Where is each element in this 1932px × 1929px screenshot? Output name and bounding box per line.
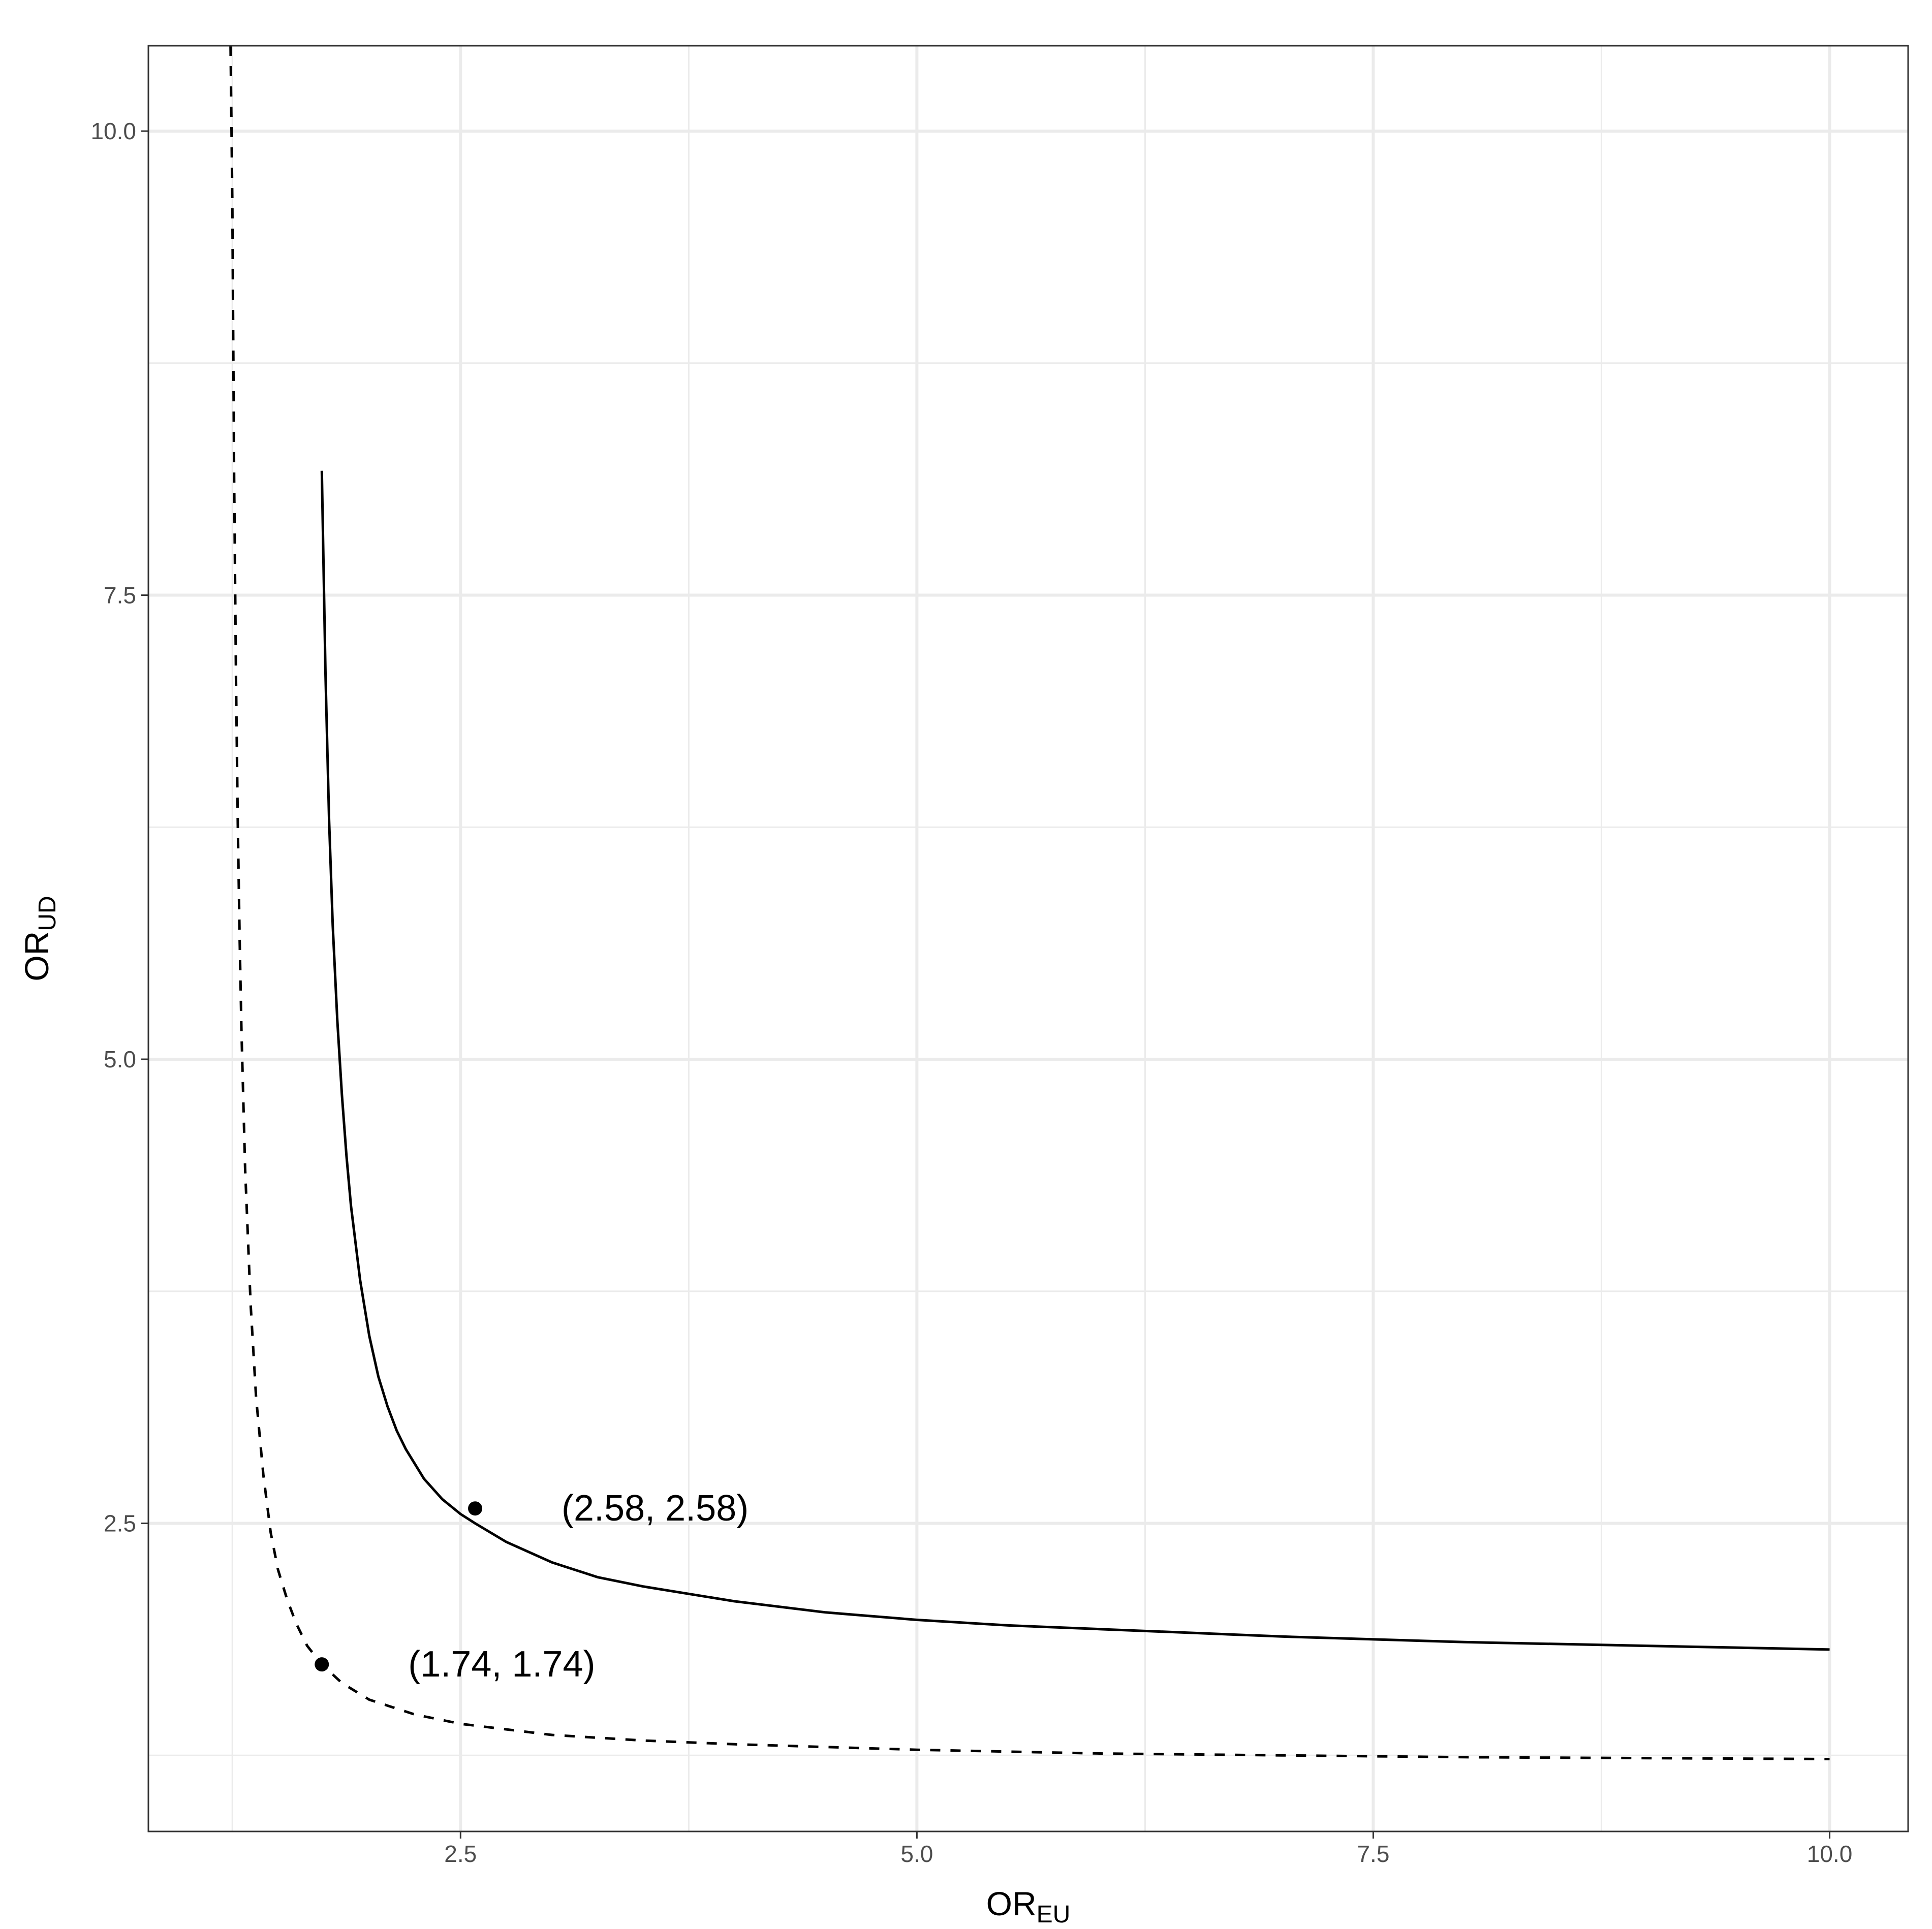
minor-grid bbox=[148, 46, 1908, 1831]
point-annotation: (1.74, 1.74) bbox=[408, 1644, 595, 1685]
x-axis-title-main: OR bbox=[986, 1885, 1037, 1922]
ticks-layer: 2.5 5.0 7.5 10.0 2.5 5.0 7.5 10.0 bbox=[90, 118, 1852, 1867]
y-tick-label: 10.0 bbox=[90, 118, 136, 144]
x-tick-label: 10.0 bbox=[1807, 1841, 1853, 1867]
x-axis-title-subscript: EU bbox=[1037, 1901, 1071, 1928]
x-tick-label: 2.5 bbox=[444, 1841, 477, 1867]
points-layer: (2.58, 2.58) (1.74, 1.74) bbox=[315, 1488, 749, 1685]
y-axis-title-subscript: UD bbox=[34, 896, 61, 931]
point-annotation: (2.58, 2.58) bbox=[562, 1488, 749, 1529]
x-tick-label: 7.5 bbox=[1357, 1841, 1389, 1867]
highlight-point bbox=[468, 1501, 483, 1516]
y-axis-title: ORUD bbox=[18, 896, 61, 981]
y-axis-title-main: OR bbox=[18, 931, 55, 982]
series-layer bbox=[229, 45, 1830, 1760]
major-grid bbox=[148, 46, 1908, 1831]
x-axis-title: OREU bbox=[986, 1885, 1071, 1928]
y-tick-label: 5.0 bbox=[104, 1046, 136, 1072]
solid-curve bbox=[320, 470, 1830, 1651]
highlight-point bbox=[315, 1657, 329, 1672]
y-tick-label: 7.5 bbox=[104, 582, 136, 609]
dashed-curve bbox=[229, 45, 1830, 1760]
x-tick-label: 5.0 bbox=[900, 1841, 933, 1867]
y-tick-label: 2.5 bbox=[104, 1510, 136, 1536]
panel-border bbox=[147, 45, 1909, 1832]
